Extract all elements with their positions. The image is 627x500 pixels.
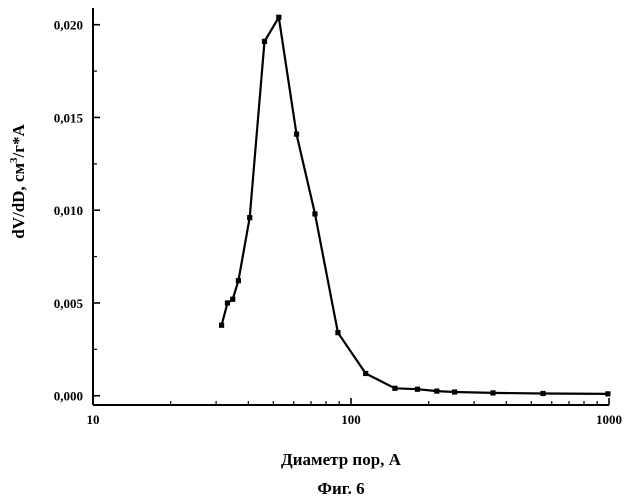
y-tick-label: 0,015 (54, 110, 84, 125)
data-point (540, 391, 545, 396)
y-tick-label: 0,010 (54, 203, 83, 218)
data-point (236, 278, 241, 283)
data-point (219, 323, 224, 328)
data-point (605, 391, 610, 396)
data-point (247, 215, 252, 220)
y-axis-title: dV/dD, см3/г*А (8, 124, 28, 239)
series-line (222, 17, 608, 394)
data-point (415, 387, 420, 392)
x-tick-label: 100 (341, 412, 361, 427)
x-tick-label: 1000 (596, 412, 622, 427)
axes (93, 8, 609, 405)
figure-caption: Фиг. 6 (317, 479, 364, 498)
y-tick-label: 0,020 (54, 18, 83, 33)
data-point (363, 371, 368, 376)
data-point (262, 39, 267, 44)
y-tick-label: 0,000 (54, 389, 83, 404)
x-axis-title: Диаметр пор, А (281, 450, 402, 469)
data-point (434, 388, 439, 393)
y-axis-title-main: dV/dD, см (9, 163, 28, 239)
data-point (312, 211, 317, 216)
data-point (392, 386, 397, 391)
data-point (335, 330, 340, 335)
data-point (452, 389, 457, 394)
data-point (225, 300, 230, 305)
data-point (276, 15, 281, 20)
axis-ticks: 0,000 0,005 0,010 0,015 0,020 10 100 1000 (54, 18, 622, 427)
data-point (230, 297, 235, 302)
y-tick-label: 0,005 (54, 296, 84, 311)
x-tick-label: 10 (87, 412, 100, 427)
series-1 (219, 15, 611, 397)
data-point (294, 132, 299, 137)
data-point (490, 390, 495, 395)
y-axis-title-tail: /г*А (9, 124, 28, 159)
